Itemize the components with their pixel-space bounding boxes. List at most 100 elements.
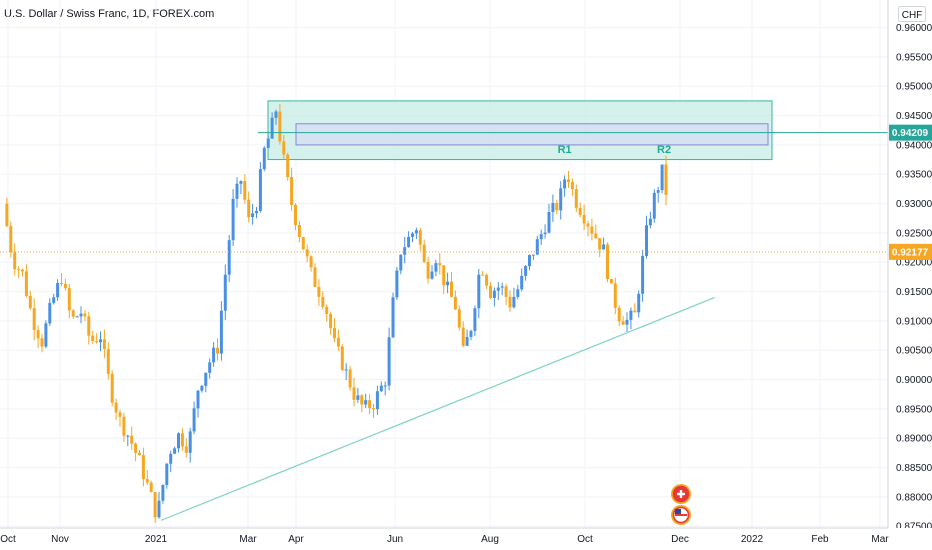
- candle-body: [407, 236, 411, 248]
- candle-body: [282, 141, 286, 155]
- candle-body: [418, 230, 422, 245]
- price-tick-label: 0.87500: [896, 522, 932, 533]
- candle-body: [87, 316, 91, 336]
- candle-body: [17, 269, 21, 271]
- resistance-zone[interactable]: [267, 100, 773, 161]
- price-tick-label: 0.93500: [896, 170, 932, 181]
- candle-body: [348, 369, 352, 388]
- candle-body: [453, 296, 457, 310]
- candle-body: [21, 269, 24, 272]
- candle-body: [426, 261, 430, 279]
- trendline[interactable]: [160, 296, 715, 521]
- price-tick-label: 0.91500: [896, 287, 932, 298]
- event-icons[interactable]: [671, 484, 691, 525]
- candle-body: [414, 230, 418, 234]
- candle-body: [438, 263, 442, 266]
- last-price-badge: 0.92177: [892, 247, 929, 258]
- candle-body: [114, 402, 118, 413]
- candle-body: [173, 448, 177, 454]
- candle-body: [157, 500, 161, 518]
- candle-body: [489, 285, 492, 298]
- candle-body: [559, 188, 563, 211]
- candle-body: [633, 310, 637, 313]
- candle-body: [598, 238, 602, 250]
- flag-cross-h: [677, 492, 685, 496]
- candle-body: [141, 455, 145, 480]
- candle-body: [508, 296, 512, 308]
- candle-body: [648, 218, 652, 226]
- flag-icon-ch[interactable]: [671, 484, 691, 504]
- price-axis[interactable]: 0.96000 0.95500 0.95000 0.94500 0.94000 0.935…: [887, 0, 932, 533]
- last-price-badge-bg: [889, 243, 932, 260]
- candle-body: [368, 400, 372, 409]
- annotation-r1: R1: [558, 144, 572, 156]
- price-tick-label: 0.94000: [896, 140, 932, 151]
- currency-box-border: [898, 6, 926, 22]
- time-tick-label: Dec: [671, 534, 689, 545]
- candle-body: [36, 330, 40, 339]
- candle-body: [138, 452, 141, 456]
- flag-icon-us[interactable]: [671, 505, 691, 525]
- candle-body: [204, 372, 208, 386]
- candle-body: [177, 433, 180, 449]
- candle-body: [578, 207, 582, 215]
- candle-body: [223, 274, 227, 311]
- candle-body: [196, 390, 200, 409]
- candle-body: [184, 446, 188, 453]
- inner-zone-box[interactable]: [295, 123, 769, 146]
- candle-body: [274, 111, 278, 118]
- candle-body: [613, 283, 617, 308]
- candle-body: [617, 307, 621, 322]
- candle-body: [212, 347, 216, 363]
- candle-body: [169, 453, 173, 464]
- candle-body: [543, 232, 547, 235]
- candle-body: [395, 270, 399, 298]
- candle-body: [266, 138, 270, 148]
- candle-body: [485, 274, 489, 286]
- candle-body: [188, 431, 192, 453]
- candle-body: [512, 296, 516, 308]
- candle-body: [48, 302, 52, 324]
- candle-body: [126, 435, 130, 437]
- candle-body: [504, 286, 508, 297]
- candle-body: [278, 111, 282, 142]
- time-axis-bg: [0, 528, 932, 550]
- price-badges: 0.94209 0.92177: [889, 124, 932, 260]
- candle-body: [645, 225, 648, 257]
- price-tick-label: 0.88500: [896, 463, 932, 474]
- drawing-lines[interactable]: R1 R2: [0, 132, 888, 521]
- candle-body: [56, 282, 60, 298]
- candle-body: [411, 233, 414, 237]
- time-tick-label: Oct: [0, 534, 16, 545]
- chart-title: U.S. Dollar / Swiss Franc, 1D, FOREX.com: [4, 8, 215, 20]
- time-axis[interactable]: Oct Nov 2021 Mar Apr Jun Aug Oct Dec 2022 Feb Mar: [0, 527, 932, 550]
- candle-body: [364, 400, 368, 405]
- time-tick-label: Mar: [239, 534, 257, 545]
- candle-body: [294, 204, 297, 226]
- candle-body: [379, 385, 383, 392]
- candle-body: [594, 233, 598, 239]
- candle-body: [563, 179, 567, 189]
- candle-body: [270, 117, 274, 139]
- currency-box[interactable]: CHF: [898, 6, 926, 22]
- candle-body: [329, 314, 333, 329]
- candle-body: [465, 336, 469, 346]
- candle-body: [149, 482, 153, 493]
- price-tick-label: 0.95000: [896, 82, 932, 93]
- candle-body: [567, 179, 570, 183]
- flag-canton: [675, 509, 681, 514]
- candle-body: [313, 267, 317, 287]
- candle-body: [130, 435, 134, 444]
- candle-body: [262, 147, 266, 170]
- candle-body: [547, 212, 551, 233]
- candle-body: [336, 338, 340, 347]
- candle-body: [5, 203, 9, 227]
- candle-body: [477, 274, 481, 309]
- candle-body: [40, 338, 44, 347]
- candle-body: [356, 395, 360, 400]
- price-tick-label: 0.88000: [896, 492, 932, 503]
- candle-body: [637, 293, 641, 313]
- candle-body: [333, 328, 336, 339]
- candle-body: [375, 391, 379, 410]
